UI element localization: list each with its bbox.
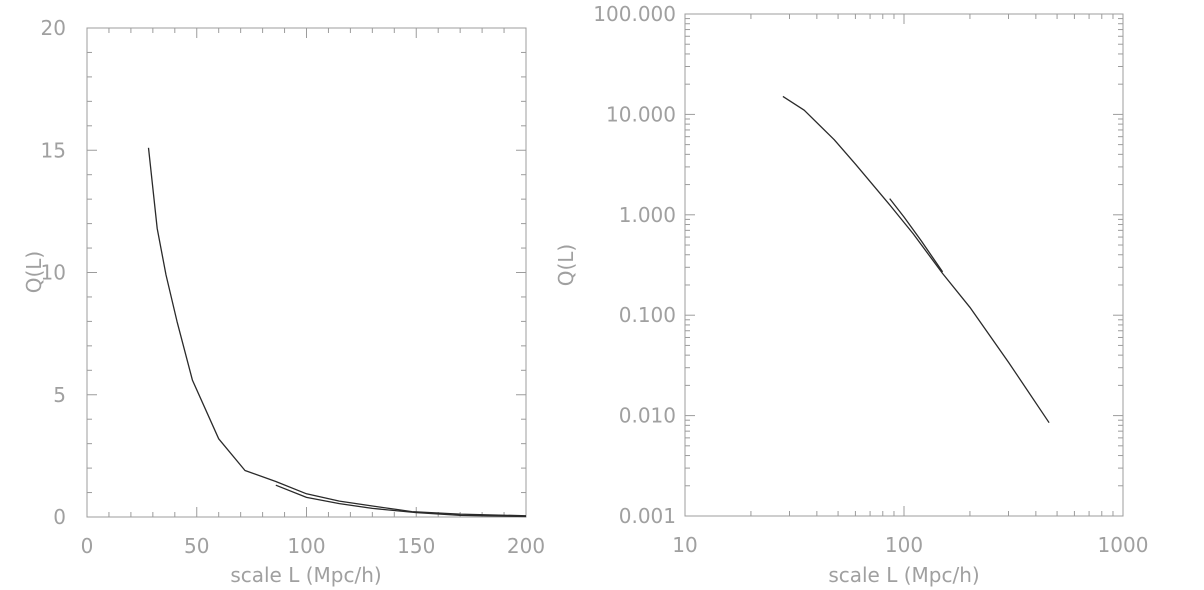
axis-ticks: [684, 13, 1124, 517]
plot-frame: [86, 27, 527, 518]
data-series-group: [782, 95, 1050, 424]
y-tick-label: 0: [53, 505, 66, 529]
y-axis-title: Q(L): [22, 251, 46, 294]
y-tick-label: 15: [41, 138, 66, 162]
x-tick-label: 0: [81, 534, 94, 558]
y-tick-labels: 0 5 10 15 20: [41, 16, 66, 529]
series-line: [275, 484, 527, 518]
y-tick-label: 10: [41, 261, 66, 285]
x-tick-label: 100: [885, 533, 923, 557]
x-axis-title: scale L (Mpc/h): [828, 563, 979, 587]
y-tick-label: 0.001: [619, 504, 676, 528]
x-tick-label: 1000: [1098, 533, 1149, 557]
y-axis-title: Q(L): [554, 244, 578, 287]
linear-plot-panel: 0 50 100 150 200 0 5 10 15 20 scale L (Mpc/h) Q(…: [22, 16, 545, 587]
y-tick-label: 1.000: [619, 203, 676, 227]
series-line: [782, 95, 1050, 424]
x-tick-labels: 0 50 100 150 200: [81, 534, 545, 558]
loglog-plot-panel: 10 100 1000 0.001 0.010 0.100 1.000 10.000 100.…: [554, 2, 1148, 587]
x-tick-label: 10: [672, 533, 697, 557]
x-tick-label: 150: [397, 534, 435, 558]
x-axis-title: scale L (Mpc/h): [230, 563, 381, 587]
x-tick-label: 100: [287, 534, 325, 558]
y-tick-label: 10.000: [606, 102, 676, 126]
y-tick-labels: 0.001 0.010 0.100 1.000 10.000 100.000: [593, 2, 676, 528]
plot-frame: [684, 13, 1124, 517]
series-line: [889, 198, 944, 273]
x-tick-labels: 10 100 1000: [672, 533, 1148, 557]
y-tick-label: 20: [41, 16, 66, 40]
y-tick-label: 0.010: [619, 404, 676, 428]
y-tick-label: 0.100: [619, 303, 676, 327]
axis-ticks: [86, 27, 527, 518]
y-tick-label: 5: [53, 383, 66, 407]
x-tick-label: 50: [184, 534, 209, 558]
x-tick-label: 200: [507, 534, 545, 558]
data-series-group: [147, 147, 527, 518]
y-tick-label: 100.000: [593, 2, 676, 26]
series-line: [147, 147, 527, 517]
